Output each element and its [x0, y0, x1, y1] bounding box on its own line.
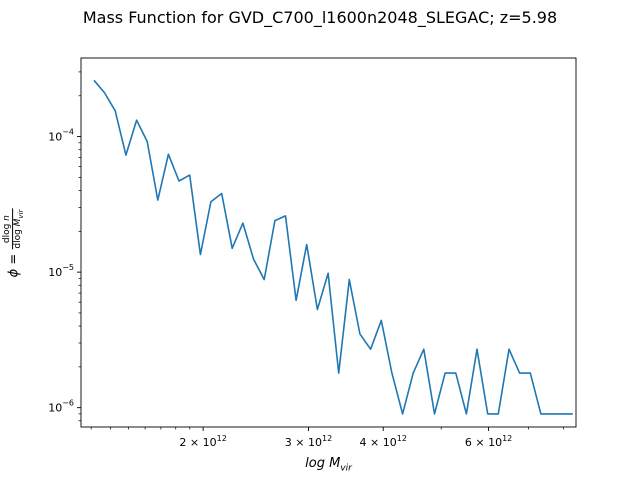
- data-point-39: [508, 348, 510, 350]
- data-point-1: [104, 92, 106, 94]
- data-point-3: [125, 154, 127, 156]
- data-point-36: [476, 348, 478, 350]
- data-point-18: [284, 215, 286, 217]
- data-point-5: [146, 140, 148, 142]
- data-point-17: [274, 220, 276, 222]
- x-tick-label-2: 4 × 1012: [360, 434, 407, 449]
- data-point-19: [295, 299, 297, 301]
- axis-ticks: 2 × 1012 3 × 1012 4 × 1012 6 × 1012 10−6 10−5…: [48, 71, 564, 449]
- data-point-27: [380, 319, 382, 321]
- x-axis-label: log Mvir: [305, 456, 352, 474]
- data-point-16: [263, 279, 265, 281]
- data-point-11: [210, 201, 212, 203]
- data-point-45: [572, 413, 574, 415]
- data-point-14: [242, 222, 244, 224]
- data-point-9: [189, 174, 191, 176]
- data-point-35: [465, 413, 467, 415]
- data-point-12: [221, 193, 223, 195]
- data-point-32: [433, 413, 435, 415]
- data-points: [93, 79, 574, 415]
- data-point-10: [199, 253, 201, 255]
- data-point-43: [551, 413, 553, 415]
- data-point-33: [444, 372, 446, 374]
- data-point-23: [338, 372, 340, 374]
- data-point-26: [370, 348, 372, 350]
- data-point-44: [561, 413, 563, 415]
- data-point-15: [253, 258, 255, 260]
- data-point-2: [114, 110, 116, 112]
- data-point-0: [93, 79, 95, 81]
- data-point-25: [359, 333, 361, 335]
- data-point-20: [306, 243, 308, 245]
- data-point-8: [178, 180, 180, 182]
- series-line: [93, 79, 573, 415]
- plot-frame: [80, 57, 577, 428]
- chart-title: Mass Function for GVD_C700_l1600n2048_SL…: [82, 8, 558, 27]
- data-point-42: [540, 413, 542, 415]
- data-point-30: [412, 372, 414, 374]
- y-tick-label-0: 10−6: [48, 399, 74, 415]
- y-tick-label-1: 10−5: [48, 263, 74, 279]
- data-point-40: [519, 372, 521, 374]
- data-point-13: [231, 247, 233, 249]
- data-point-37: [487, 413, 489, 415]
- data-point-28: [391, 372, 393, 374]
- data-point-6: [157, 199, 159, 201]
- data-point-21: [316, 308, 318, 310]
- x-tick-label-1: 3 × 1012: [285, 434, 332, 449]
- data-point-7: [167, 153, 169, 155]
- data-point-29: [402, 413, 404, 415]
- data-point-22: [327, 272, 329, 274]
- x-tick-label-3: 6 × 1012: [465, 434, 512, 449]
- data-point-31: [423, 348, 425, 350]
- data-point-41: [529, 372, 531, 374]
- data-point-38: [497, 413, 499, 415]
- y-axis-label: ϕ = dlog n dlog Mvir: [2, 208, 25, 278]
- x-tick-label-0: 2 × 1012: [179, 434, 226, 449]
- data-point-4: [136, 119, 138, 121]
- data-point-34: [455, 372, 457, 374]
- data-point-24: [348, 279, 350, 281]
- y-tick-label-2: 10−4: [48, 128, 74, 144]
